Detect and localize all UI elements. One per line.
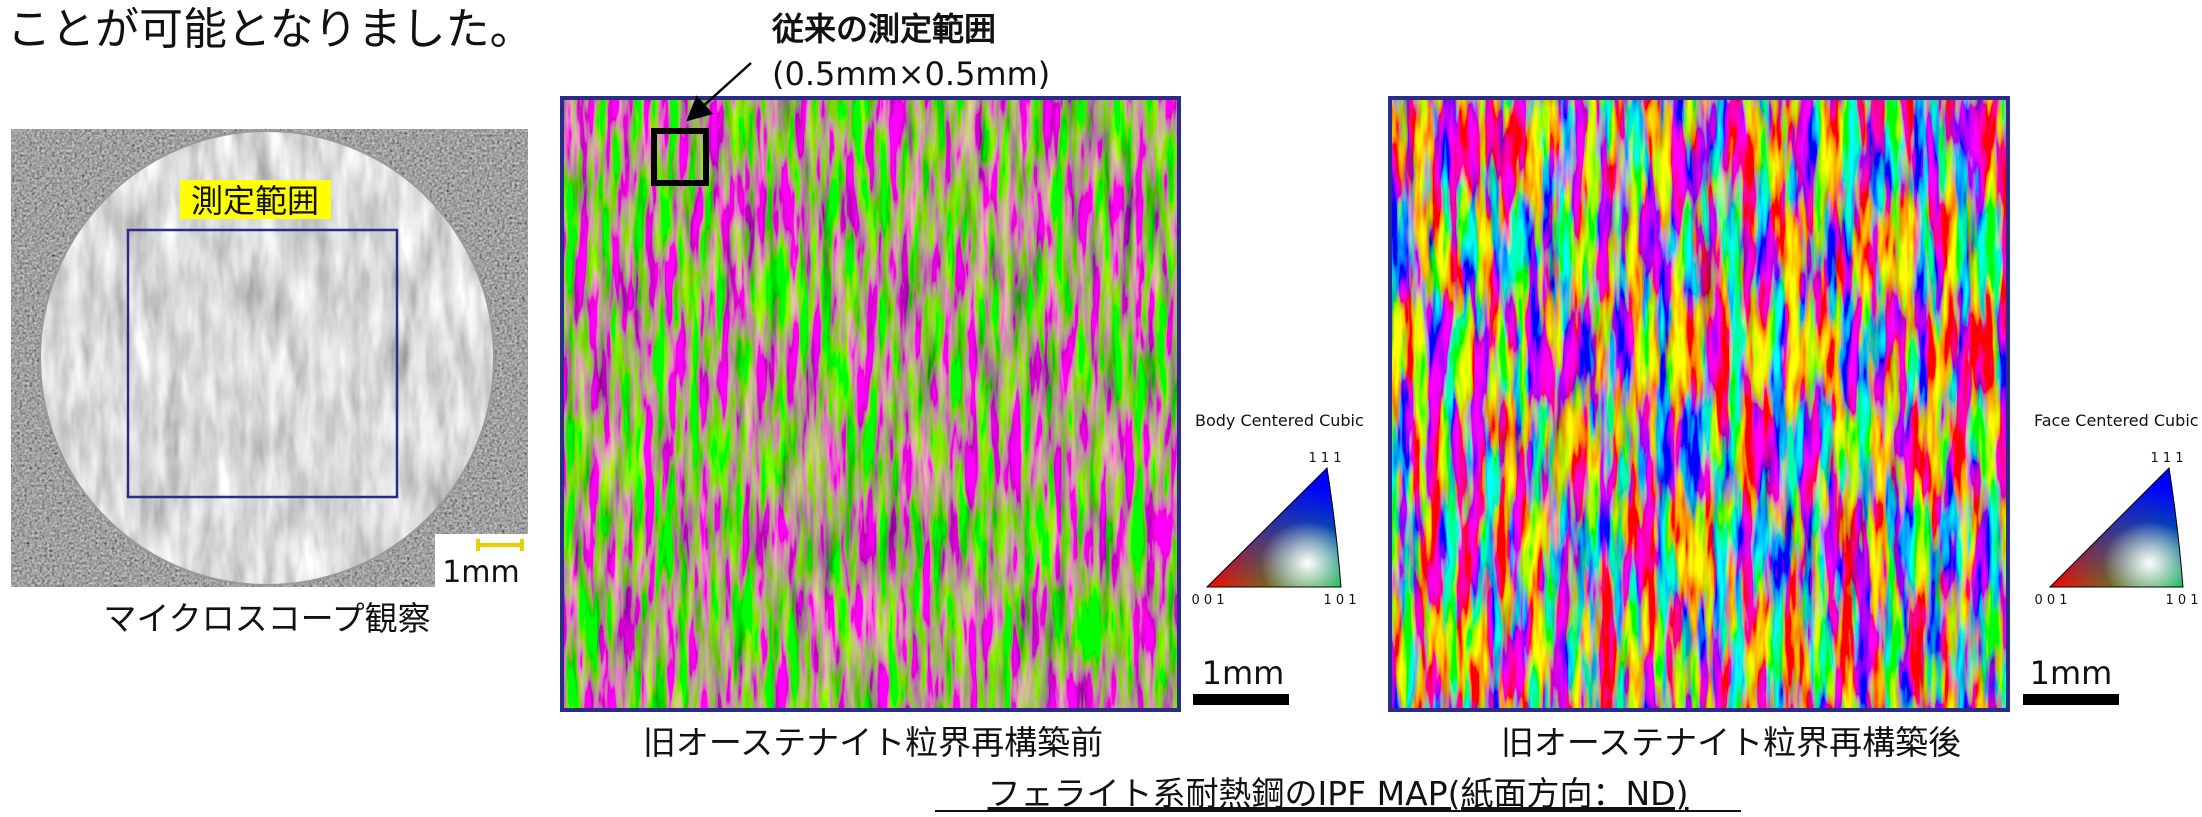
scale-label: 1mm (2030, 654, 2113, 692)
conventional-area (651, 128, 709, 186)
legend-title: Face Centered Cubic (2034, 411, 2199, 430)
arrow (686, 62, 752, 122)
map-frame (1388, 96, 2010, 712)
specimen-edge (39, 130, 495, 586)
map-frame (560, 96, 1181, 712)
legend-title: Body Centered Cubic (1195, 411, 1364, 430)
measure-area (126, 228, 399, 499)
scale-bar (2023, 694, 2119, 705)
legend-left: 0 0 1 (2034, 593, 2067, 608)
microscope-caption: マイクロスコープ観察 (103, 599, 430, 638)
scale-box (435, 534, 528, 587)
ipf-map-before (560, 96, 1181, 712)
label-background (180, 180, 331, 219)
scale-label: 1mm (442, 555, 520, 590)
scale-bar (476, 539, 524, 551)
scale-bar (1193, 694, 1289, 705)
ipf-triangle-white (1205, 466, 1342, 588)
ipf-triangle-white (2048, 466, 2184, 588)
legend-top: 1 1 1 (1308, 451, 1341, 466)
figure-caption: フェライト系耐熱鋼のIPF MAP(紙面方向：ND) (988, 774, 1689, 813)
legend-right: 1 0 1 (1323, 593, 1356, 608)
map-caption: 旧オーステナイト粒界再構築前 (643, 723, 1103, 762)
legend-left: 0 0 1 (1191, 593, 1224, 608)
header-text: ことが可能となりました。 (7, 4, 534, 55)
legend-right: 1 0 1 (2165, 593, 2198, 608)
ipf-map-after (1390, 98, 2008, 710)
conventional-size: (0.5mm×0.5mm) (772, 55, 1050, 93)
measure-label: 測定範囲 (191, 182, 319, 220)
legend-top: 1 1 1 (2150, 451, 2183, 466)
conventional-title: 従来の測定範囲 (771, 10, 996, 48)
map-caption: 旧オーステナイト粒界再構築後 (1501, 723, 1961, 762)
scale-label: 1mm (1202, 654, 1285, 692)
